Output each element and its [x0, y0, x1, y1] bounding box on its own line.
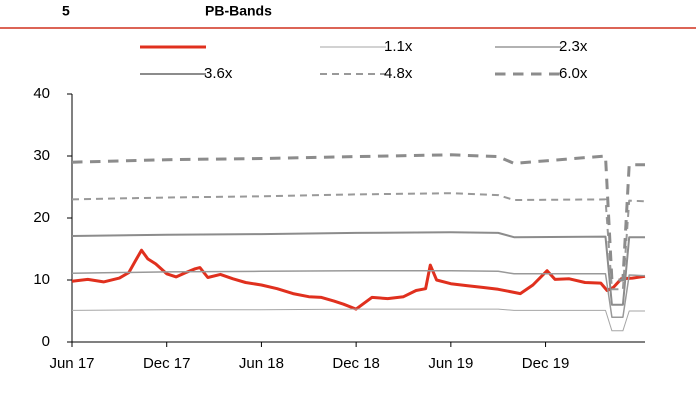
series-line	[71, 308, 645, 332]
y-tick-label: 40	[33, 85, 50, 102]
x-tick-label: Jun 19	[428, 355, 473, 372]
legend-label: 6.0x	[559, 65, 588, 82]
legend-label: 2.3x	[559, 38, 588, 55]
x-tick-label: Dec 17	[143, 355, 191, 372]
legend-label: 3.6x	[204, 65, 233, 82]
legend-label: 1.1x	[384, 38, 413, 55]
legend-label: 4.8x	[384, 65, 413, 82]
series-line	[71, 269, 646, 318]
series-line	[71, 248, 646, 311]
series-line	[71, 153, 645, 282]
y-tick-label: 30	[33, 147, 50, 164]
series-line	[71, 192, 646, 291]
x-tick-label: Dec 18	[332, 355, 380, 372]
x-tick-label: Dec 19	[522, 355, 570, 372]
chart-title: PB-Bands	[205, 3, 272, 19]
y-tick-label: 10	[33, 271, 50, 288]
series-line	[71, 231, 645, 306]
x-tick-label: Jun 17	[49, 355, 94, 372]
y-tick-label: 0	[42, 333, 50, 350]
x-tick-label: Jun 18	[239, 355, 284, 372]
figure-number: 5	[62, 3, 70, 19]
y-tick-label: 20	[33, 209, 50, 226]
